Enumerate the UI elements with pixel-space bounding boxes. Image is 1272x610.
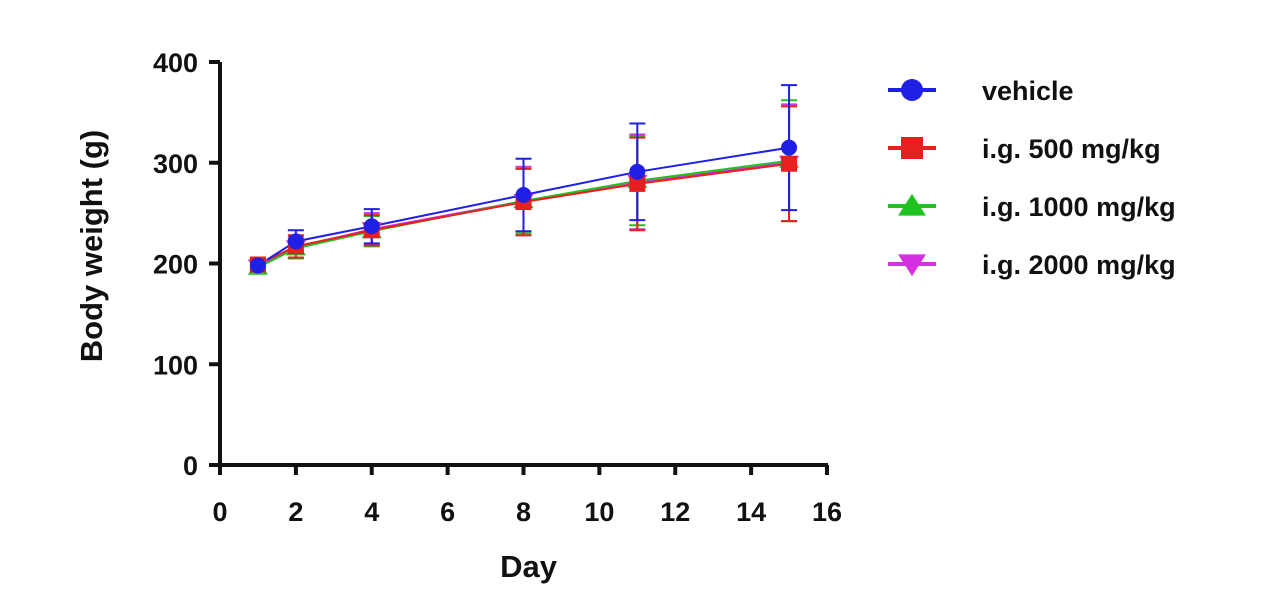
data-point [781,139,798,156]
legend-entry: vehicle [888,76,1074,106]
legend-label: vehicle [982,76,1074,106]
x-tick-label: 12 [660,497,690,527]
legend-marker [901,137,923,159]
x-tick-label: 4 [364,497,379,527]
data-point [629,175,646,192]
x-tick-label: 14 [736,497,766,527]
legend-entry: i.g. 1000 mg/kg [888,192,1176,222]
x-tick-label: 6 [440,497,455,527]
y-axis-title: Body weight (g) [74,130,109,362]
x-tick-label: 2 [288,497,303,527]
legend-label: i.g. 2000 mg/kg [982,250,1176,280]
y-tick-label: 400 [153,48,198,78]
axes: 0 2 4 6 8 10 12 14 16 0 100 200 300 400 [153,48,842,527]
legend-entry: i.g. 500 mg/kg [888,134,1161,164]
y-tick-label: 0 [183,451,198,481]
legend-marker [898,193,926,216]
legend-marker [901,79,923,101]
x-tick-label: 0 [212,497,227,527]
legend-label: i.g. 1000 mg/kg [982,192,1176,222]
error-bars [249,84,798,275]
data-point [287,233,304,250]
data-point [249,257,266,274]
x-axis-title: Day [500,549,558,584]
x-tick-label: 10 [584,497,614,527]
y-tick-label: 200 [153,250,198,280]
legend-label: i.g. 500 mg/kg [982,134,1161,164]
data-point [781,155,798,172]
data-point [629,163,646,180]
data-point [515,186,532,203]
legend: vehicle i.g. 500 mg/kg i.g. 1000 mg/kg i.g.… [888,76,1176,280]
data-point [363,218,380,235]
x-tick-label: 8 [516,497,531,527]
legend-entry: i.g. 2000 mg/kg [888,250,1176,280]
legend-marker [898,254,926,277]
y-tick-label: 100 [153,350,198,380]
y-tick-label: 300 [153,149,198,179]
x-tick-label: 16 [812,497,842,527]
series-markers [247,139,800,276]
